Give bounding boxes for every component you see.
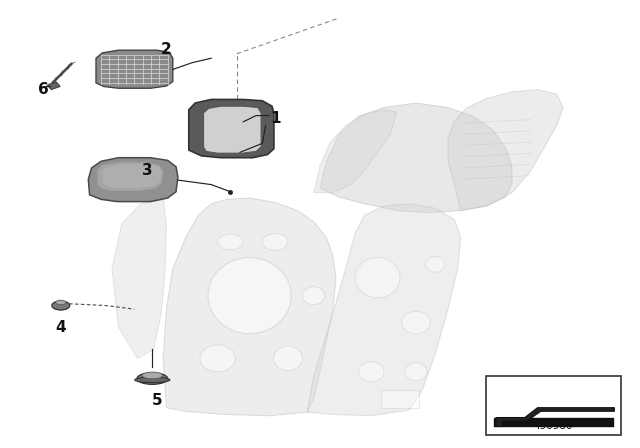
Ellipse shape — [402, 311, 431, 334]
Bar — [486, 376, 621, 435]
Ellipse shape — [135, 377, 170, 383]
Polygon shape — [314, 110, 397, 193]
Polygon shape — [320, 103, 512, 213]
Bar — [381, 390, 419, 408]
Ellipse shape — [405, 363, 428, 381]
Ellipse shape — [137, 373, 168, 384]
Ellipse shape — [218, 234, 243, 250]
Polygon shape — [102, 164, 161, 188]
Ellipse shape — [200, 345, 236, 372]
Polygon shape — [496, 408, 614, 426]
Text: 6: 6 — [38, 82, 49, 97]
Ellipse shape — [426, 256, 445, 272]
Ellipse shape — [274, 346, 302, 371]
Ellipse shape — [355, 258, 400, 298]
Polygon shape — [448, 90, 563, 211]
Text: 4: 4 — [56, 319, 66, 335]
Polygon shape — [189, 99, 274, 158]
Text: 5: 5 — [152, 393, 162, 409]
Ellipse shape — [52, 301, 70, 310]
Text: 1: 1 — [270, 111, 280, 126]
Text: 2: 2 — [161, 42, 172, 57]
Text: 3: 3 — [142, 163, 152, 178]
Polygon shape — [47, 82, 60, 90]
Text: 490980: 490980 — [534, 421, 573, 431]
Ellipse shape — [56, 300, 66, 305]
Ellipse shape — [303, 287, 325, 305]
Polygon shape — [97, 162, 163, 191]
Polygon shape — [163, 198, 336, 416]
Polygon shape — [307, 204, 461, 416]
Polygon shape — [88, 158, 178, 202]
Polygon shape — [112, 199, 166, 358]
Ellipse shape — [142, 372, 163, 379]
Polygon shape — [96, 50, 173, 88]
Polygon shape — [204, 106, 261, 153]
Ellipse shape — [358, 362, 384, 382]
Ellipse shape — [262, 233, 288, 250]
Ellipse shape — [208, 258, 291, 334]
